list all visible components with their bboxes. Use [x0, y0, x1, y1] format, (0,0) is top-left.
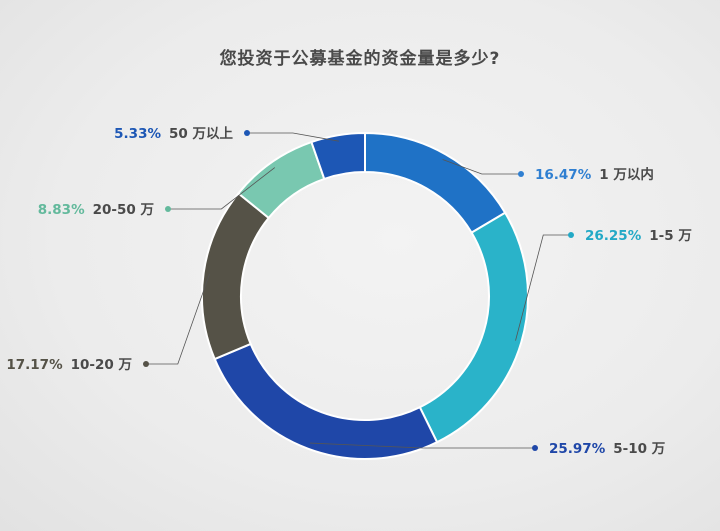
- slice-value-label-0: 16.47%: [535, 167, 592, 183]
- slice-category-label-5: 50 万以上: [169, 126, 233, 142]
- slice-category-label-2: 5-10 万: [613, 441, 665, 457]
- slice-value-label-1: 26.25%: [585, 228, 642, 244]
- slice-5: [310, 131, 366, 181]
- leader-line-5: [247, 132, 339, 142]
- leader-dot-0: [518, 171, 524, 177]
- leader-dot-4: [165, 206, 171, 212]
- labels-group: 16.47% 1 万以内 26.25% 1-5 万 25.97% 5-10 万 17.17%…: [6, 126, 691, 457]
- slice-value-label-2: 25.97%: [549, 441, 606, 457]
- leader-dot-2: [532, 445, 538, 451]
- chart-title: 您投资于公募基金的资金量是多少?: [219, 49, 501, 69]
- slice-label-3: 17.17% 10-20 万: [6, 357, 132, 373]
- leader-line-1: [515, 234, 571, 341]
- leader-dot-1: [568, 232, 574, 238]
- slice-category-label-0: 1 万以内: [599, 166, 654, 183]
- slice-value-label-3: 17.17%: [6, 357, 63, 373]
- leaders-group: [143, 130, 574, 451]
- leader-dot-5: [244, 130, 250, 136]
- slice-label-0: 16.47% 1 万以内: [535, 166, 654, 183]
- slice-label-2: 25.97% 5-10 万: [549, 441, 665, 457]
- slice-label-5: 5.33% 50 万以上: [114, 126, 233, 142]
- slice-label-4: 8.83% 20-50 万: [38, 202, 154, 218]
- slice-label-1: 26.25% 1-5 万: [585, 228, 692, 244]
- leader-line-4: [168, 167, 276, 210]
- slice-3: [201, 191, 271, 361]
- slices-group: [201, 131, 529, 460]
- slice-1: [418, 211, 529, 444]
- leader-line-2: [310, 442, 535, 449]
- slice-category-label-1: 1-5 万: [649, 228, 692, 244]
- slice-value-label-4: 8.83%: [38, 202, 85, 218]
- leader-dot-3: [143, 361, 149, 367]
- leader-line-0: [442, 159, 521, 175]
- slice-category-label-3: 10-20 万: [71, 357, 132, 373]
- slice-value-label-5: 5.33%: [114, 126, 161, 142]
- leader-line-3: [146, 273, 210, 365]
- slice-2: [213, 342, 439, 460]
- slice-category-label-4: 20-50 万: [93, 202, 154, 218]
- slice-0: [364, 131, 507, 235]
